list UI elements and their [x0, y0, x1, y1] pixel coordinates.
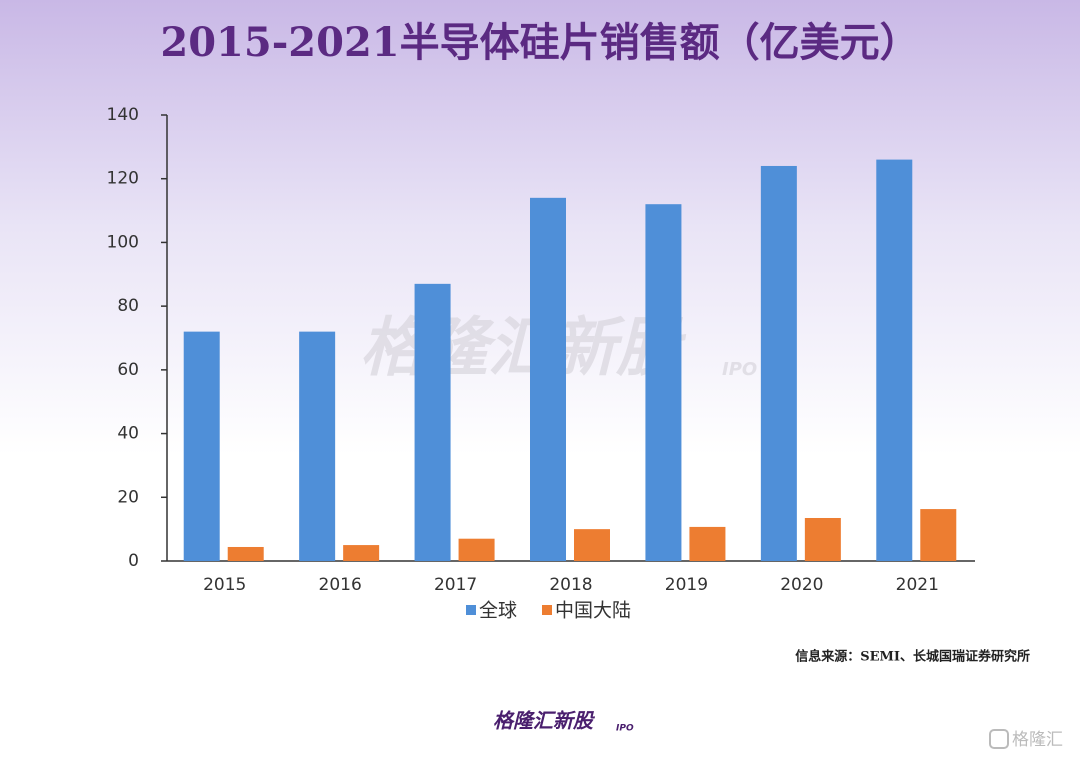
bar — [343, 545, 380, 561]
y-tick-label: 0 — [128, 551, 139, 571]
x-tick-label: 2020 — [780, 575, 823, 595]
bar — [530, 197, 566, 562]
bar — [645, 204, 682, 561]
bar — [876, 159, 913, 561]
corner-icon — [989, 729, 1009, 749]
legend-label: 中国大陆 — [555, 600, 631, 622]
y-tick-label: 20 — [117, 487, 139, 507]
bar — [920, 509, 957, 561]
legend-swatch — [542, 605, 552, 615]
x-tick-label: 2017 — [434, 575, 477, 595]
bar — [183, 331, 220, 561]
chart-title: 2015-2021半导体硅片销售额（亿美元） — [160, 19, 919, 66]
x-tick-label: 2016 — [319, 575, 362, 595]
logo-tag: IPO — [616, 724, 634, 734]
x-tick-label: 2019 — [665, 575, 708, 595]
bar — [689, 526, 726, 561]
watermark: 格隆汇新股 — [360, 312, 687, 386]
bar — [414, 283, 451, 561]
y-tick-label: 100 — [107, 232, 139, 252]
logo: 格隆汇新股 — [493, 709, 595, 733]
x-tick-label: 2021 — [896, 575, 939, 595]
x-tick-label: 2015 — [203, 575, 246, 595]
y-tick-label: 60 — [117, 360, 139, 380]
y-tick-label: 120 — [107, 169, 139, 189]
bar — [574, 529, 610, 561]
y-tick-label: 140 — [107, 105, 139, 125]
watermark-tag: IPO — [722, 359, 757, 380]
legend-label: 全球 — [479, 600, 517, 622]
bar — [227, 546, 264, 561]
bar — [458, 538, 495, 561]
corner-logo: 格隆汇 — [1012, 730, 1063, 750]
x-tick-label: 2018 — [549, 575, 592, 595]
y-tick-label: 40 — [117, 424, 139, 444]
source-note: 信息来源：SEMI、长城国瑞证券研究所 — [795, 649, 1030, 665]
bar — [299, 331, 336, 561]
bar — [804, 517, 841, 561]
legend-swatch — [466, 605, 476, 615]
y-tick-label: 80 — [117, 296, 139, 316]
bar — [760, 165, 797, 561]
